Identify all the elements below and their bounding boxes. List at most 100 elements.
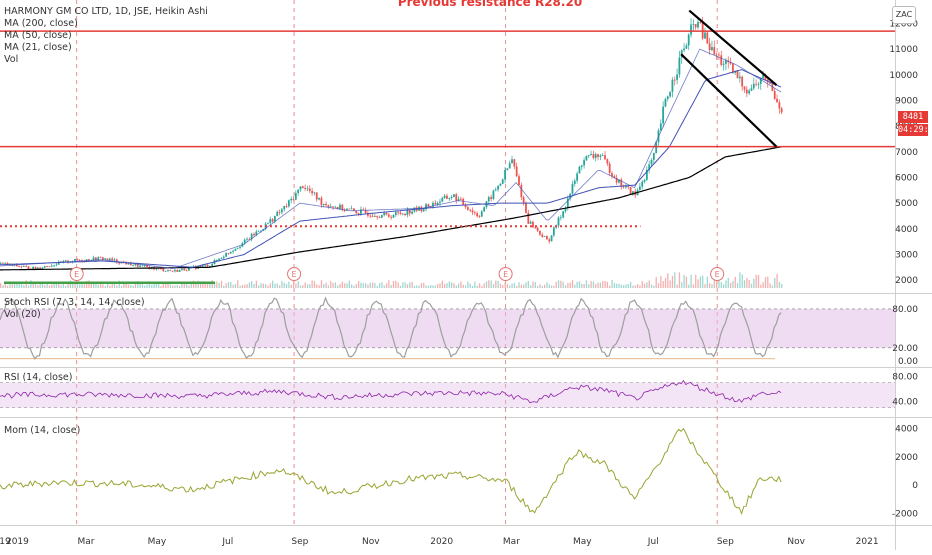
candle-body — [694, 24, 697, 28]
candle-body — [434, 202, 437, 205]
candle-body — [271, 219, 274, 222]
volume-bar — [632, 285, 634, 288]
volume-bar — [362, 283, 364, 288]
volume-bar — [674, 272, 676, 288]
volume-bar — [650, 284, 653, 288]
candle-body — [95, 257, 97, 261]
volume-bar — [92, 282, 95, 288]
candle-body — [232, 250, 234, 252]
candle-body — [6, 262, 9, 265]
candle-body — [376, 216, 379, 218]
volume-bar — [276, 283, 278, 288]
volume-bar — [134, 282, 137, 288]
candle-body — [411, 211, 413, 214]
volume-bar — [141, 284, 144, 288]
volume-bar — [334, 282, 337, 288]
volume-bar — [653, 285, 655, 288]
volume-bar — [16, 283, 18, 288]
volume-bar — [585, 280, 588, 288]
x-axis-label: Mar — [78, 537, 95, 547]
volume-bar — [18, 281, 20, 288]
volume-bar — [95, 284, 97, 288]
price-axis-label: 4000 — [895, 225, 918, 235]
volume-bar — [657, 283, 660, 288]
volume-bar — [667, 273, 669, 288]
candle-body — [432, 202, 434, 207]
volume-bar — [271, 280, 274, 288]
volume-bar — [695, 274, 697, 288]
candle-body — [36, 267, 39, 269]
mom-axis-label: 4000 — [895, 425, 918, 435]
volume-bar — [427, 285, 430, 288]
volume-bar — [497, 280, 499, 288]
rsi-legend: RSI (14, close) — [4, 372, 72, 384]
volume-bar — [385, 283, 388, 288]
volume-bar — [267, 285, 269, 288]
volume-bar — [364, 283, 367, 288]
volume-bar — [160, 285, 162, 288]
volume-bar — [664, 277, 667, 288]
earnings-marker-label: E — [292, 270, 297, 279]
volume-bar — [648, 280, 650, 288]
x-axis-label: Sep — [291, 537, 308, 547]
volume-bar — [209, 283, 211, 288]
candle-body — [457, 198, 460, 201]
candle-body — [466, 207, 469, 210]
volume-bar — [79, 284, 81, 288]
volume-bar — [681, 282, 683, 288]
candle-body — [373, 216, 376, 217]
volume-bar — [757, 274, 760, 288]
volume-bar — [685, 276, 688, 288]
volume-bar — [188, 285, 190, 288]
volume-bar — [316, 284, 318, 288]
volume-bar — [162, 283, 165, 288]
candle-body — [748, 90, 751, 94]
volume-bar — [139, 283, 141, 288]
candle-body — [545, 236, 548, 240]
volume-bar — [55, 282, 58, 288]
volume-bar — [516, 285, 518, 288]
volume-bar — [137, 280, 139, 288]
candle-body — [283, 206, 286, 210]
candle-body — [687, 34, 690, 46]
volume-bar — [248, 282, 251, 288]
price-axis-label: 3000 — [895, 250, 918, 260]
legend-ma50: MA (50, close) — [4, 30, 72, 41]
volume-bar — [527, 280, 530, 288]
candle-body — [171, 270, 174, 272]
candle-body — [715, 54, 718, 56]
volume-bar — [225, 283, 227, 288]
candle-body — [625, 186, 627, 188]
currency-badge[interactable]: ZAC — [892, 6, 916, 24]
volume-bar — [102, 284, 104, 288]
volume-bar — [392, 280, 395, 288]
candle-body — [127, 262, 130, 265]
volume-bar — [539, 284, 541, 288]
candle-body — [176, 270, 179, 272]
x-axis-label: 2021 — [856, 537, 879, 547]
volume-bar — [602, 281, 604, 288]
candle-body — [708, 43, 711, 51]
volume-bar — [441, 280, 443, 288]
x-axis-label: Mar — [503, 537, 520, 547]
volume-bar — [172, 285, 174, 288]
candle-body — [394, 212, 397, 216]
candle-body — [115, 259, 118, 263]
candle-body — [525, 202, 527, 213]
ma200-line — [0, 146, 782, 271]
volume-bar — [83, 284, 85, 288]
candle-body — [287, 200, 290, 207]
candle-body — [534, 227, 537, 229]
price-axis-label: 7000 — [895, 148, 918, 158]
volume-bar — [76, 283, 79, 288]
volume-bar — [546, 282, 548, 288]
volume-bar — [390, 284, 392, 288]
volume-bar — [444, 283, 446, 288]
volume-bar — [4, 283, 6, 288]
volume-bar — [523, 284, 525, 288]
candle-body — [104, 258, 107, 260]
volume-bar — [34, 281, 37, 288]
candle-body — [343, 210, 346, 211]
volume-bar — [297, 281, 299, 288]
